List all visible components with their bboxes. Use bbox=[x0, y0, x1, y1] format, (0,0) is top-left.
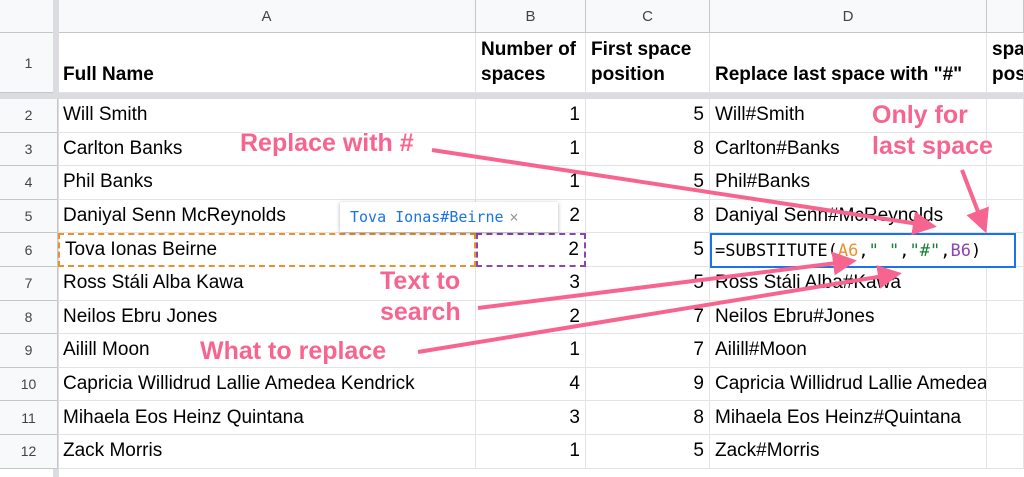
formula-function: =SUBSTITUTE( bbox=[715, 240, 838, 261]
arrow-text-to-search bbox=[477, 251, 857, 310]
cell-d[interactable]: Ailill#Moon bbox=[710, 334, 987, 368]
cell-b[interactable]: 1 bbox=[476, 334, 586, 368]
cell-a[interactable]: Tova Ionas Beirne bbox=[58, 233, 476, 267]
arrow-replace-with bbox=[431, 148, 937, 236]
cell-c[interactable]: 7 bbox=[586, 334, 710, 368]
column-header-a[interactable]: A bbox=[58, 0, 476, 33]
cell-a[interactable]: Mihaela Eos Heinz Quintana bbox=[58, 401, 476, 435]
row-header[interactable]: 6 bbox=[0, 233, 58, 267]
cell-a[interactable]: Ailill Moon bbox=[58, 334, 476, 368]
row-header[interactable]: 5 bbox=[0, 199, 58, 234]
cell-d[interactable]: Mihaela Eos Heinz#Quintana bbox=[710, 401, 987, 435]
annotation-what-to-replace: What to replace bbox=[200, 337, 387, 365]
cell-b[interactable]: 1 bbox=[476, 435, 586, 469]
formula-sep: , bbox=[899, 240, 910, 261]
cell-d[interactable]: Will#Smith bbox=[710, 99, 987, 133]
cell-c[interactable]: 7 bbox=[586, 300, 710, 335]
arrow-last-space bbox=[960, 169, 989, 234]
row-header[interactable]: 9 bbox=[0, 334, 58, 368]
formula-sep: , bbox=[940, 240, 951, 261]
row-header[interactable]: 4 bbox=[0, 166, 58, 200]
formula-cell-editor[interactable]: =SUBSTITUTE(A6, " ", "#", B6) bbox=[710, 233, 1016, 268]
formula-ref-b6: B6 bbox=[950, 240, 971, 261]
cell-b[interactable]: 2 bbox=[476, 199, 586, 234]
row-header-1[interactable]: 1 bbox=[0, 33, 58, 93]
column-header-d[interactable]: D bbox=[710, 0, 987, 33]
cell-a[interactable]: Will Smith bbox=[58, 99, 476, 133]
row-header[interactable]: 12 bbox=[0, 435, 58, 469]
cell-a[interactable]: Ross Stáli Alba Kawa bbox=[58, 267, 476, 301]
cell-d[interactable]: Phil#Banks bbox=[710, 166, 987, 200]
cell-c[interactable]: 5 bbox=[586, 233, 710, 267]
annotation-text-to-search: Text to search bbox=[380, 267, 461, 326]
header-cell-b[interactable]: Number of spaces bbox=[476, 33, 586, 93]
cell-d[interactable]: Zack#Morris bbox=[710, 435, 987, 469]
arrow-what-to-replace bbox=[417, 265, 902, 354]
close-icon[interactable]: × bbox=[509, 208, 519, 226]
cell-c[interactable]: 5 bbox=[586, 166, 710, 200]
annotation-replace-with: Replace with # bbox=[240, 129, 414, 157]
cell-b[interactable]: 1 bbox=[476, 99, 586, 133]
cell-c[interactable]: 8 bbox=[586, 401, 710, 435]
cell-b[interactable]: 3 bbox=[476, 401, 586, 435]
cell-d[interactable]: Carlton#Banks bbox=[710, 132, 987, 167]
row-header[interactable]: 11 bbox=[0, 401, 58, 435]
cell-a[interactable]: Carlton Banks bbox=[58, 132, 476, 167]
cell-b[interactable]: 1 bbox=[476, 166, 586, 200]
cell-b[interactable]: 2 bbox=[476, 233, 586, 267]
preview-text: Tova Ionas#Beirne bbox=[350, 208, 504, 226]
column-header-c[interactable]: C bbox=[586, 0, 710, 33]
cell-c[interactable]: 5 bbox=[586, 267, 710, 301]
cell-b[interactable]: 4 bbox=[476, 367, 586, 402]
cell-c[interactable]: 8 bbox=[586, 199, 710, 234]
cell-c[interactable]: 9 bbox=[586, 367, 710, 402]
formula-string-hash: "#" bbox=[909, 240, 941, 261]
formula-string-space: " " bbox=[868, 240, 900, 261]
cell-a[interactable]: Capricia Willidrud Lallie Amedea Kendric… bbox=[58, 367, 476, 402]
cell-d[interactable]: Capricia Willidrud Lallie Amedea#Kendric… bbox=[710, 367, 987, 402]
annotation-last-space: Only for last space bbox=[872, 101, 993, 160]
header-cell-d[interactable]: Replace last space with "#" bbox=[710, 33, 987, 93]
column-header-b[interactable]: B bbox=[476, 0, 586, 33]
header-cell-c[interactable]: First space position bbox=[586, 33, 710, 93]
row-header[interactable]: 2 bbox=[0, 99, 58, 133]
formula-result-preview: Tova Ionas#Beirne × bbox=[340, 202, 558, 232]
row-header[interactable]: 8 bbox=[0, 300, 58, 335]
cell-a[interactable]: Zack Morris bbox=[58, 435, 476, 469]
row-header[interactable]: 3 bbox=[0, 132, 58, 167]
cell-c[interactable]: 8 bbox=[586, 132, 710, 167]
row-header[interactable]: 7 bbox=[0, 267, 58, 301]
row-header[interactable]: 10 bbox=[0, 367, 58, 402]
cell-a[interactable]: Phil Banks bbox=[58, 166, 476, 200]
cell-a[interactable]: Neilos Ebru Jones bbox=[58, 300, 476, 335]
cell-d[interactable]: Neilos Ebru#Jones bbox=[710, 300, 987, 335]
formula-close-paren: ) bbox=[970, 240, 982, 261]
cell-d[interactable]: Ross Stáli Alba#Kawa bbox=[710, 267, 987, 301]
row-freeze-bar[interactable] bbox=[0, 93, 1024, 99]
cell-c[interactable]: 5 bbox=[586, 435, 710, 469]
header-cell-a[interactable]: Full Name bbox=[58, 33, 476, 93]
cell-c[interactable]: 5 bbox=[586, 99, 710, 133]
formula-sep: , bbox=[858, 240, 869, 261]
